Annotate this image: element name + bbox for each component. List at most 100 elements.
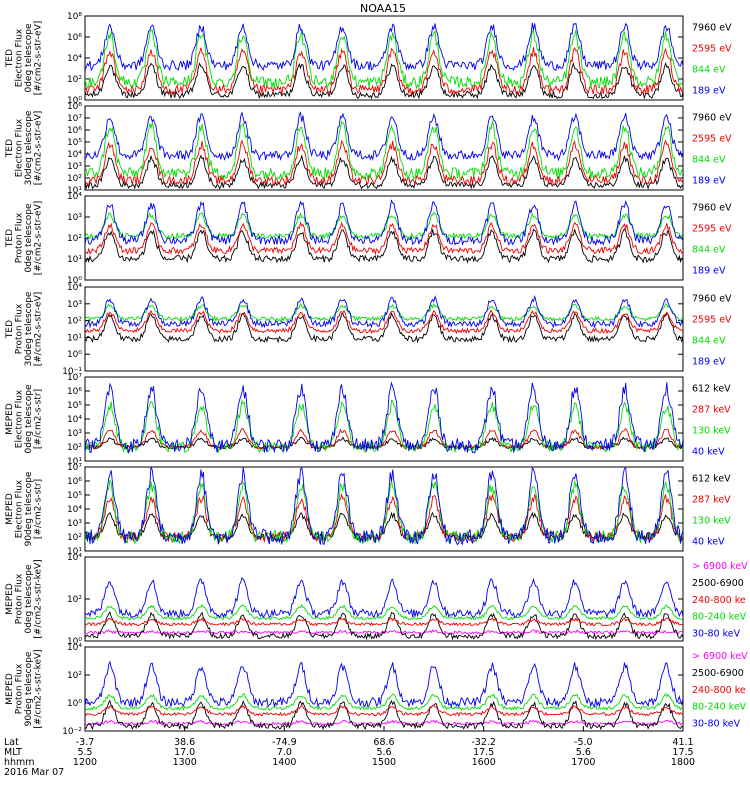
y-axis-label-line: [#/cm2-s-str-eV] bbox=[33, 21, 43, 96]
series-line-1 bbox=[85, 511, 683, 542]
legend-entry: 80-240 keV bbox=[692, 612, 747, 623]
y-axis-label-line: [#/cm2-s-str-eV] bbox=[33, 201, 43, 276]
y-tick-label: 10⁰ bbox=[67, 699, 82, 709]
axis-row-label: MLT bbox=[4, 747, 22, 758]
x-tick-hhmm: 1600 bbox=[472, 757, 496, 768]
x-tick-lat: -32.2 bbox=[471, 737, 496, 748]
y-tick-label: 10⁶ bbox=[67, 126, 82, 136]
legend-entry: 130 keV bbox=[692, 426, 731, 437]
x-tick-mlt: 17.0 bbox=[174, 747, 195, 758]
legend-entry: 30-80 keV bbox=[692, 628, 741, 639]
legend-entry: 2595 eV bbox=[692, 44, 732, 55]
y-axis-label-line: 90deg telescope bbox=[24, 471, 34, 546]
y-tick-label: 10⁴ bbox=[67, 192, 82, 202]
y-axis-label-line: Electron Flux bbox=[14, 389, 24, 448]
legend-entry: 2500-6900 bbox=[692, 578, 744, 589]
y-axis-label-line: [#/cm2-s-str-eV] bbox=[33, 111, 43, 186]
y-tick-label: 10⁴ bbox=[67, 150, 82, 160]
y-axis-label-line: 90deg telescope bbox=[24, 651, 34, 726]
y-axis-label-line: MEPED bbox=[5, 403, 15, 435]
y-axis-label-line: [#/cm2-s-str-eV] bbox=[33, 292, 43, 367]
y-tick-label: 10⁴ bbox=[67, 553, 82, 563]
y-tick-label: 10⁵ bbox=[67, 401, 82, 411]
x-tick-hhmm: 1400 bbox=[272, 757, 296, 768]
y-axis-label-line: 0deg telescope bbox=[24, 203, 34, 273]
x-tick-mlt: 5.5 bbox=[77, 747, 92, 758]
panel-5: 10¹ 10² 10³ 10⁴ 10⁵ 10⁶ 10⁷ MEPED Electron Flux 0… bbox=[5, 373, 731, 467]
y-axis-label-line: 30deg telescope bbox=[24, 110, 34, 185]
y-tick-label: 10⁰ bbox=[67, 276, 82, 286]
series-line-4 bbox=[85, 604, 683, 621]
y-axis-label-line: Proton Flux bbox=[14, 573, 24, 624]
axis-row-label: 2016 Mar 07 bbox=[4, 767, 64, 778]
y-tick-label: 10⁷ bbox=[67, 114, 82, 124]
y-axis-label-line: MEPED bbox=[5, 673, 15, 705]
y-tick-label: 10³ bbox=[67, 519, 82, 529]
legend-entry: 130 keV bbox=[692, 516, 731, 527]
y-axis-label: MEPED Electron Flux 0deg telescope [#/cm2-s… bbox=[5, 384, 44, 454]
x-tick-lat: -3.7 bbox=[76, 737, 95, 748]
y-tick-label: 10⁴ bbox=[67, 505, 82, 515]
series-line-4 bbox=[85, 467, 683, 546]
y-tick-label: 10² bbox=[67, 533, 82, 543]
y-tick-label: 10⁶ bbox=[67, 387, 82, 397]
legend-entry: 844 eV bbox=[692, 155, 726, 166]
y-axis-label-line: MEPED bbox=[5, 583, 15, 615]
y-tick-label: 10⁴ bbox=[67, 283, 82, 293]
y-tick-label: 10⁶ bbox=[67, 33, 82, 43]
panel-frame bbox=[84, 556, 684, 642]
y-tick-label: 10⁻¹ bbox=[62, 367, 82, 377]
panel-7: 10⁰ 10² 10⁴ MEPED Proton Flux 0deg telescope[… bbox=[5, 553, 748, 647]
legend-entry: 30-80 keV bbox=[692, 718, 741, 729]
y-axis-label-line: [#/cm2-s-str-keV] bbox=[33, 559, 43, 638]
x-tick-lat: -5.0 bbox=[574, 737, 593, 748]
y-axis-label: TED Proton Flux 30deg telescope [#/cm2-s-st… bbox=[5, 291, 44, 366]
panel-8: 10⁻² 10⁰ 10² 10⁴ MEPED Proton Flux 90deg teles… bbox=[5, 643, 748, 737]
series-line-1 bbox=[85, 719, 683, 727]
panel-1: 10⁰ 10² 10⁴ 10⁶ 10⁸ TED Electron Flux 0deg tele… bbox=[5, 12, 732, 106]
y-axis-label-line: [#/cm2-s-str] bbox=[33, 389, 43, 449]
panel-4: 10⁻¹ 10⁰ 10¹ 10² 10³ 10⁴ TED Proton Flux 30deg t… bbox=[5, 283, 732, 377]
series-line-3 bbox=[85, 29, 683, 90]
y-tick-label: 10⁰ bbox=[67, 96, 82, 106]
y-axis-label-line: 0deg telescope bbox=[24, 384, 34, 454]
series-line-5 bbox=[85, 577, 683, 619]
y-tick-label: 10⁵ bbox=[67, 491, 82, 501]
legend-entry: 7960 eV bbox=[692, 294, 732, 305]
y-tick-label: 10² bbox=[67, 671, 82, 681]
y-axis-label: TED Electron Flux 0deg telescope [#/cm2-s-s… bbox=[5, 21, 44, 96]
y-axis-label-line: Proton Flux bbox=[14, 212, 24, 263]
x-tick-hhmm: 1800 bbox=[671, 757, 695, 768]
legend-entry: 2595 eV bbox=[692, 224, 732, 235]
y-axis-label-line: Electron Flux bbox=[14, 479, 24, 538]
legend-entry: 240-800 ke bbox=[692, 685, 746, 696]
y-tick-label: 10⁵ bbox=[67, 138, 82, 148]
y-tick-label: 10⁻² bbox=[62, 727, 82, 737]
y-tick-label: 10³ bbox=[67, 162, 82, 172]
series-line-3 bbox=[85, 617, 683, 627]
legend-entry: 2500-6900 bbox=[692, 668, 744, 679]
series-line-4 bbox=[85, 381, 683, 454]
x-tick-mlt: 7.0 bbox=[277, 747, 292, 758]
legend-entry: 189 eV bbox=[692, 357, 726, 368]
y-tick-label: 10² bbox=[67, 75, 82, 85]
x-tick-mlt: 17.5 bbox=[672, 747, 693, 758]
y-tick-label: 10² bbox=[67, 317, 82, 327]
y-axis-label-line: Proton Flux bbox=[14, 663, 24, 714]
series-line-1 bbox=[85, 228, 683, 264]
x-tick-hhmm: 1200 bbox=[73, 757, 97, 768]
series-line-4 bbox=[85, 294, 683, 329]
legend-entry: 612 keV bbox=[692, 474, 731, 485]
series-line-4 bbox=[85, 22, 683, 72]
y-axis-label-line: [#/cm2-s-str-keV] bbox=[33, 649, 43, 728]
x-tick-lat: 68.6 bbox=[373, 737, 394, 748]
y-axis-label-line: Proton Flux bbox=[14, 303, 24, 354]
legend-entry: 40 keV bbox=[692, 447, 725, 458]
series-line-2 bbox=[85, 309, 683, 335]
series-line-5 bbox=[85, 660, 683, 709]
series-line-4 bbox=[85, 692, 683, 711]
y-tick-label: 10⁴ bbox=[67, 54, 82, 64]
legend-entry: 80-240 keV bbox=[692, 702, 747, 713]
